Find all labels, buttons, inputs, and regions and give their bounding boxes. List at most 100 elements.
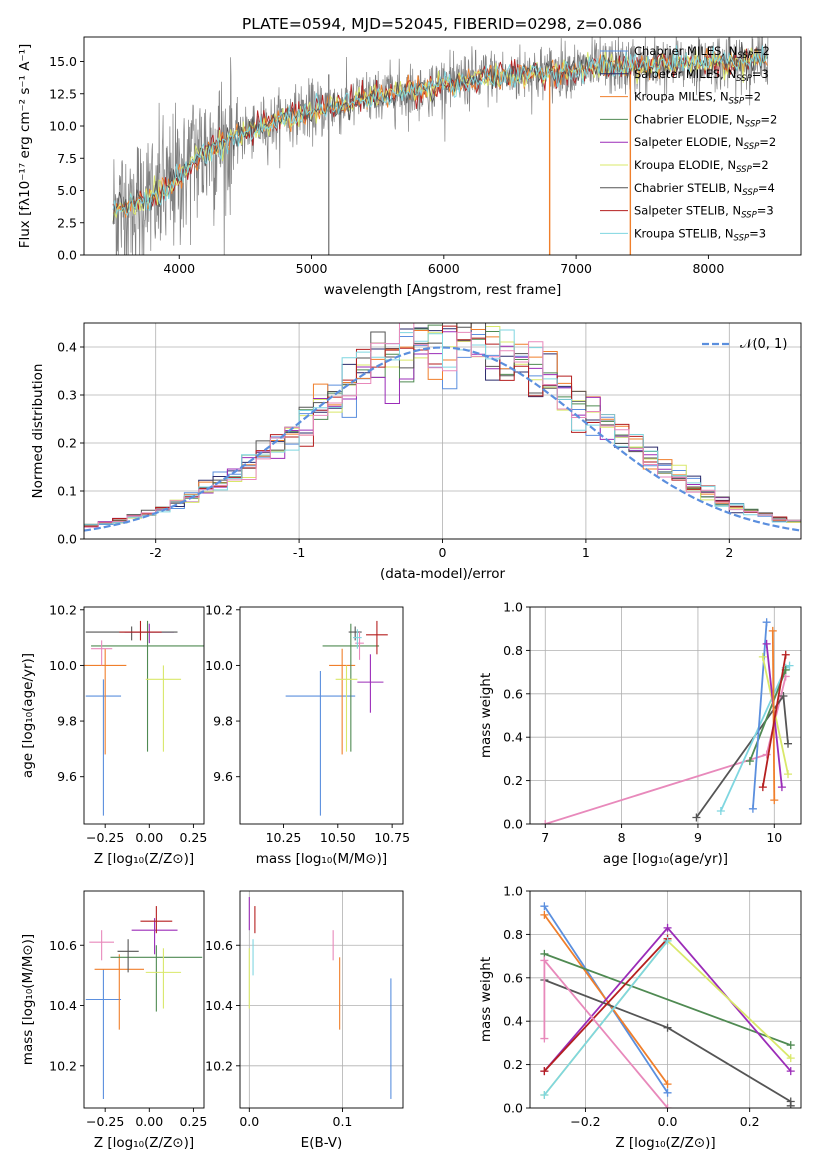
- mass-weight-marker: [762, 618, 771, 627]
- mass-weight-marker: [784, 770, 793, 779]
- x-tick-label: 0: [439, 545, 447, 560]
- plot-area: [112, 37, 769, 255]
- y-tick-label: 1.0: [503, 884, 523, 899]
- mass-weight-marker: [540, 1090, 549, 1099]
- mass-weight-marker: [663, 1088, 672, 1097]
- x-tick-label: 8000: [692, 261, 724, 276]
- y-tick-label: 10.2: [49, 1058, 77, 1073]
- axes: 0.0 0.1 10.2 10.4 10.6 E(B-V): [205, 890, 404, 1151]
- y-tick-label: 9.8: [57, 714, 77, 729]
- y-tick-label: 0.3: [57, 388, 77, 403]
- mass-weight-line: [545, 676, 787, 824]
- mass-weight-marker: [541, 820, 550, 824]
- x-tick-label: 7: [541, 830, 549, 845]
- x-axis-label: wavelength [Angstrom, rest frame]: [324, 282, 562, 298]
- y-tick-label: 12.5: [49, 86, 77, 101]
- x-axis-label: Z [log₁₀(Z/Z⊙)]: [94, 851, 194, 867]
- mass-weight-marker: [781, 650, 790, 659]
- plot-area: [84, 620, 204, 816]
- x-tick-label: 0.0: [239, 1114, 259, 1129]
- y-tick-label: 0.0: [503, 817, 523, 832]
- x-tick-label: 0.0: [658, 1114, 678, 1129]
- y-tick-label: 10.2: [49, 602, 77, 617]
- y-tick-label: 2.5: [57, 215, 77, 230]
- plot-area: [85, 906, 203, 1099]
- x-tick-label: 0.2: [740, 1114, 760, 1129]
- axes-frame: [239, 890, 404, 1109]
- spectrum-plot: 4000 5000 6000 7000 8000 0.0 2.5 5.0 7.5 10.0 12.5…: [17, 36, 802, 298]
- mass-weight-marker: [540, 910, 549, 919]
- y-tick-label: 15.0: [49, 54, 77, 69]
- mass-weight-marker: [758, 652, 767, 661]
- mass-weight-marker: [779, 691, 788, 700]
- mass-weight-marker: [777, 783, 786, 792]
- x-axis-label: E(B-V): [301, 1135, 343, 1151]
- x-tick-label: 0.00: [135, 830, 163, 845]
- x-tick-label: 1: [582, 545, 590, 560]
- y-tick-label: 0.2: [503, 1057, 523, 1072]
- y-tick-label: 0.4: [57, 340, 77, 355]
- mass-weight-marker: [663, 1023, 672, 1032]
- mass-weight-marker: [663, 1080, 672, 1089]
- mass-weight-marker: [663, 1104, 672, 1108]
- mass-weight-marker: [784, 739, 793, 748]
- mass-weight-line: [543, 940, 669, 1096]
- axes: −0.2 0.0 0.2 0.0 0.2 0.4 0.6 0.8 1.0 Z [log₁₀(Z/Z…: [478, 884, 802, 1151]
- mass-vs-metallicity-plot: −0.25 0.00 0.25 10.2 10.4 10.6 Z [log₁₀(Z/Z⊙)]…: [20, 890, 207, 1151]
- y-axis-label: mass [log₁₀(M/M⊙)]: [20, 934, 36, 1065]
- mass-weight-marker: [692, 813, 701, 822]
- y-axis-label: age [log₁₀(age/yr)]: [20, 653, 36, 778]
- residual-histogram-plot: -2 -1 0 1 2 0.0 0.1 0.2 0.3 0.4 (data-model)/error…: [30, 322, 802, 582]
- x-tick-label: 0.1: [333, 1114, 353, 1129]
- x-tick-label: 0.25: [179, 830, 207, 845]
- legend-entry: Chabrier STELIB, NSSP=4: [634, 181, 775, 198]
- mass-weight-marker: [786, 1041, 795, 1050]
- x-tick-label: 10.25: [266, 830, 302, 845]
- y-tick-label: 0.6: [503, 686, 523, 701]
- mass-weight-marker: [716, 806, 725, 815]
- y-tick-label: 9.6: [57, 769, 77, 784]
- plot-area: [285, 620, 388, 816]
- x-tick-label: 6000: [428, 261, 460, 276]
- mass-weight-marker: [663, 923, 672, 932]
- mass-weight-line: [543, 938, 669, 1072]
- histogram-step: [84, 323, 801, 539]
- y-tick-label: 0.8: [503, 927, 523, 942]
- y-tick-label: 0.0: [503, 1101, 523, 1116]
- mass-weight-marker: [786, 1067, 795, 1076]
- mass-weight-marker: [540, 956, 549, 965]
- x-tick-label: −0.25: [86, 830, 124, 845]
- plot-area: [541, 618, 794, 824]
- x-tick-label: −0.2: [570, 1114, 600, 1129]
- legend-entry: 𝒩(0, 1): [740, 337, 787, 352]
- spectrum-model-line: [112, 45, 768, 216]
- axes: 7 8 9 10 0.0 0.2 0.4 0.6 0.8 1.0 age [log₁₀(age/yr…: [478, 600, 802, 867]
- y-tick-label: 5.0: [57, 183, 77, 198]
- y-tick-label: 10.0: [49, 658, 77, 673]
- y-axis-label: Normed distribution: [30, 364, 46, 499]
- x-tick-label: 10.75: [374, 830, 410, 845]
- mass-weight-marker: [770, 796, 779, 805]
- plot-area: [540, 902, 795, 1108]
- legend-entry: Chabrier ELODIE, NSSP=2: [634, 112, 777, 129]
- x-axis-label: age [log₁₀(age/yr)]: [603, 851, 728, 867]
- mass-weight-line: [544, 953, 792, 1046]
- x-axis-label: Z [log₁₀(Z/Z⊙)]: [94, 1135, 194, 1151]
- y-tick-label: 0.0: [57, 532, 77, 547]
- y-tick-label: 10.2: [205, 602, 233, 617]
- x-tick-label: 7000: [560, 261, 592, 276]
- legend-entry: Chabrier MILES, NSSP=2: [634, 44, 770, 61]
- y-tick-label: 10.4: [49, 998, 77, 1013]
- legend-entry: Kroupa ELODIE, NSSP=2: [634, 158, 769, 175]
- y-tick-label: 10.6: [49, 938, 77, 953]
- age-vs-metallicity-plot: −0.25 0.00 0.25 9.6 9.8 10.0 10.2 Z [log₁₀(Z/Z⊙…: [20, 602, 207, 867]
- mass-weight-marker: [758, 783, 767, 792]
- legend-entry: Kroupa MILES, NSSP=2: [634, 90, 761, 107]
- y-tick-label: 0.6: [503, 970, 523, 985]
- y-tick-label: 9.8: [213, 714, 233, 729]
- mass-weight-marker: [540, 1067, 549, 1076]
- axes-frame: [83, 606, 205, 825]
- mass-weight-marker: [540, 1034, 549, 1043]
- axes-frame: [529, 890, 802, 1109]
